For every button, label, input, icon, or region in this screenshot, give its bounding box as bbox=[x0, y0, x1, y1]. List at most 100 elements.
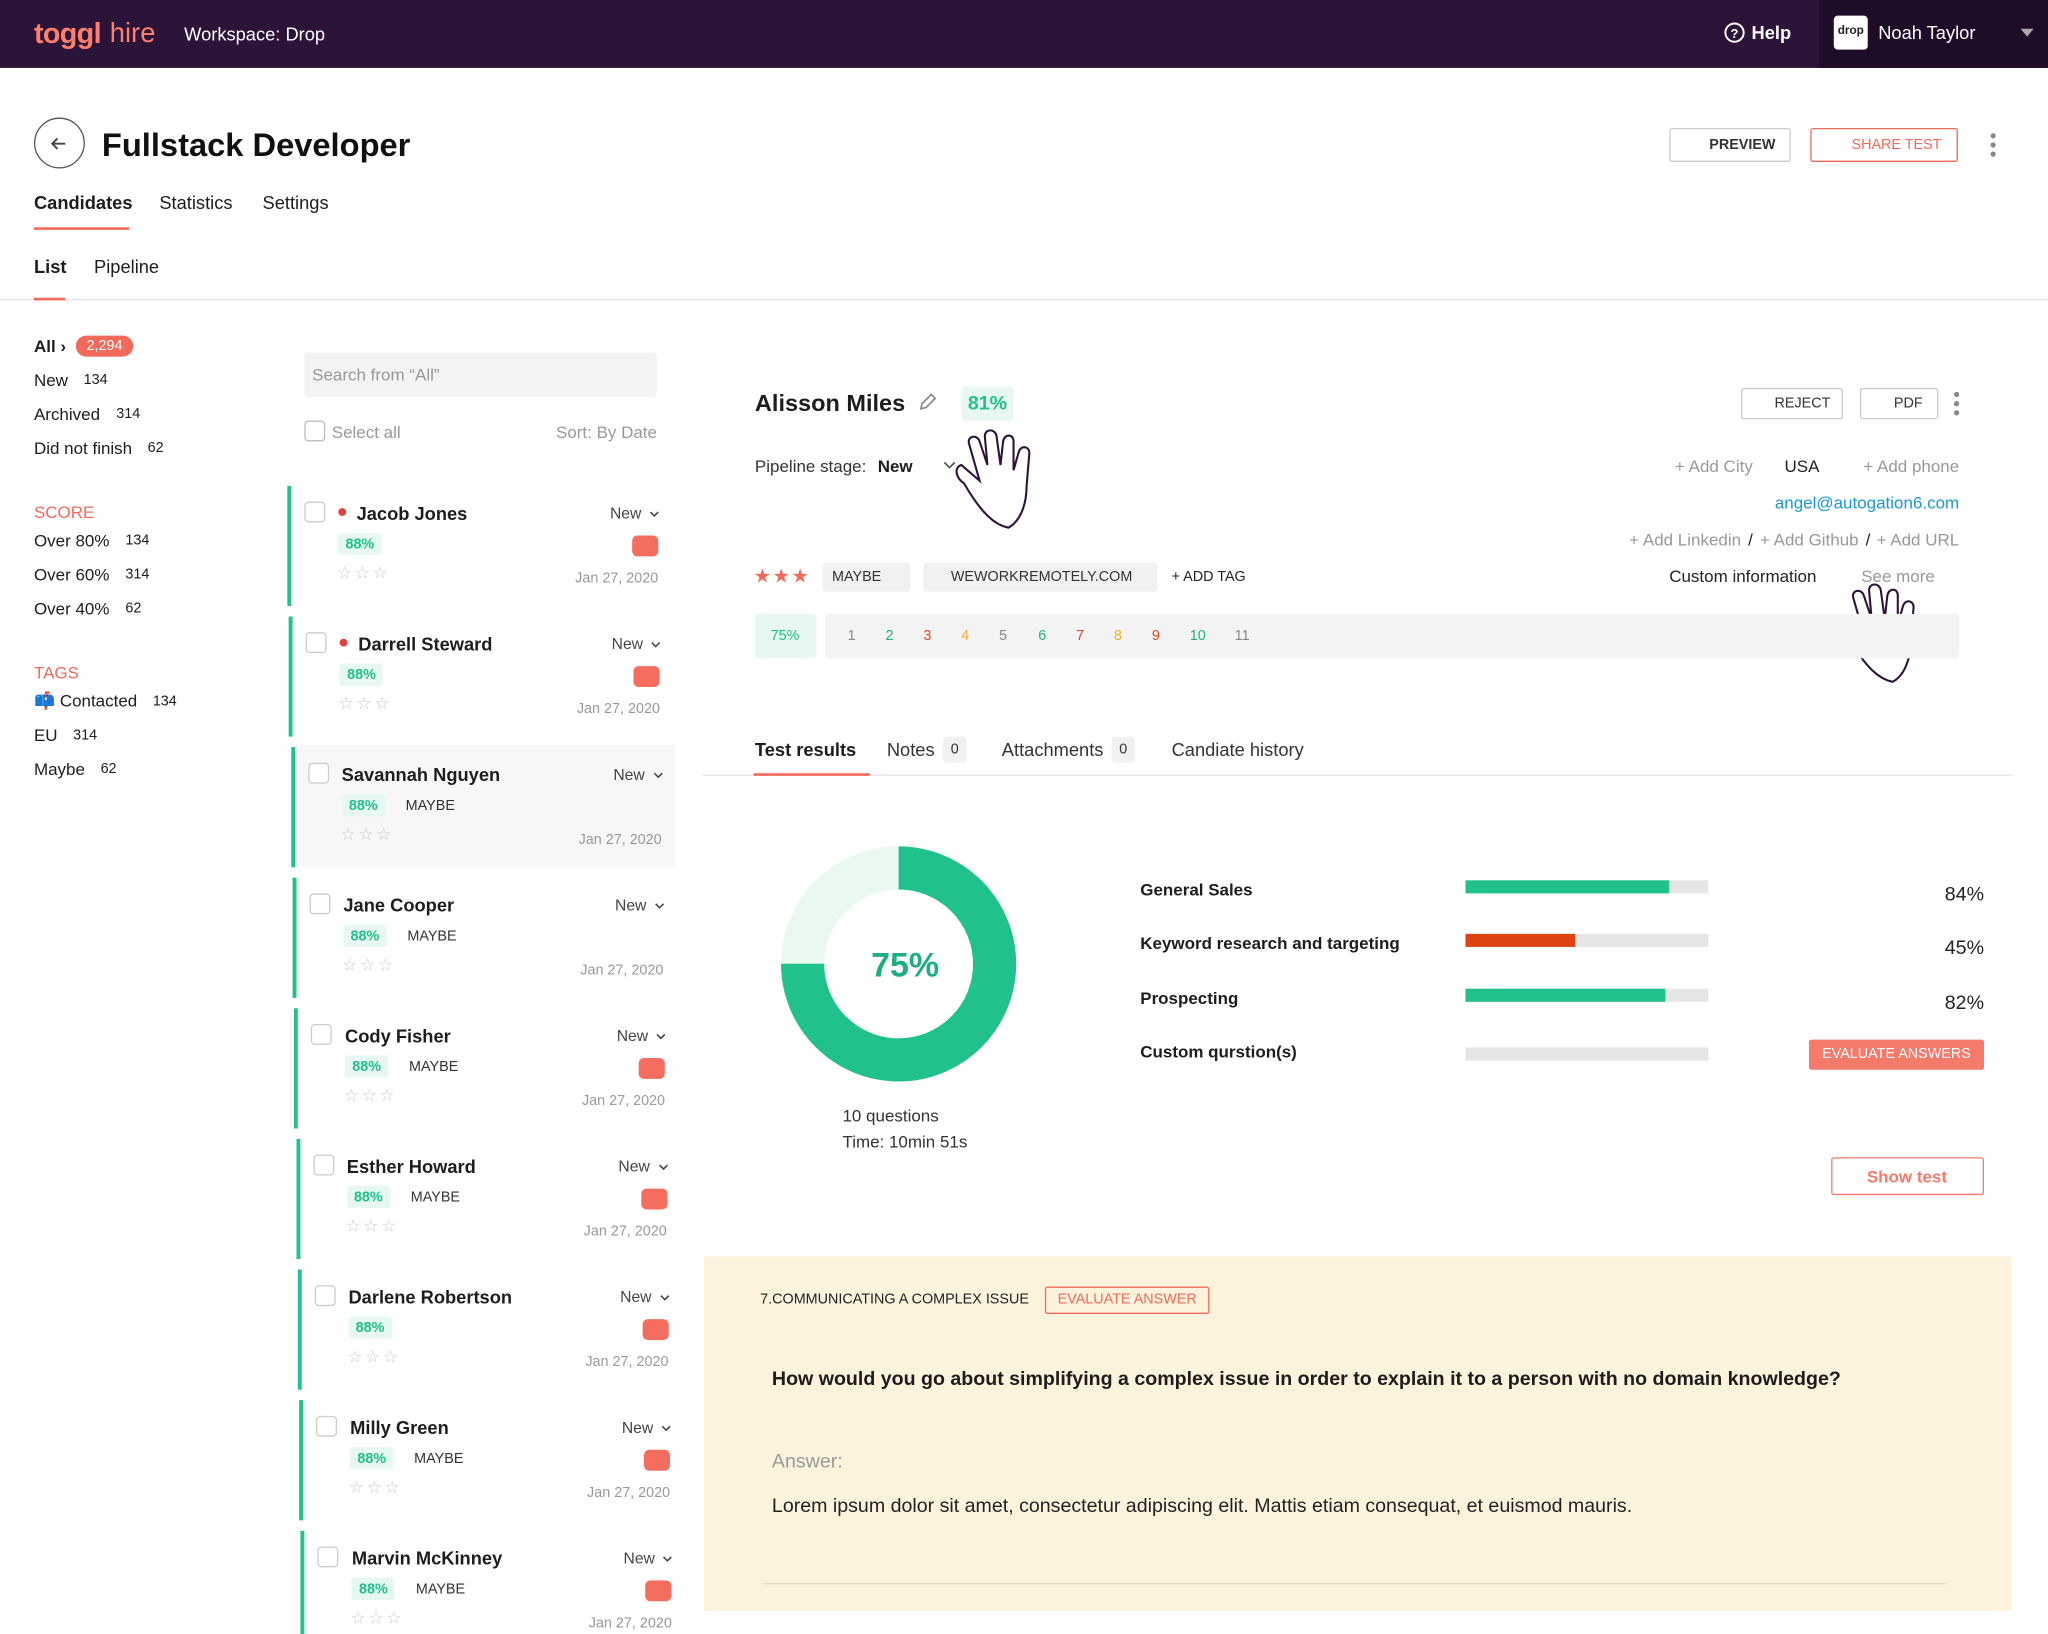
candidate-name[interactable]: Esther Howard bbox=[346, 1155, 476, 1177]
tab[interactable]: Statistics bbox=[159, 191, 233, 213]
status[interactable]: New bbox=[615, 895, 647, 915]
filter-item[interactable]: Archived bbox=[33, 404, 101, 424]
chevron bbox=[660, 1295, 670, 1301]
question-number[interactable]: 1 bbox=[847, 628, 856, 644]
filter-all[interactable]: All › bbox=[33, 336, 67, 356]
candidate-name[interactable]: Cody Fisher bbox=[345, 1025, 451, 1047]
help-link[interactable]: Help bbox=[1751, 22, 1792, 44]
question-number[interactable]: 8 bbox=[1114, 628, 1123, 644]
see-more[interactable]: See more bbox=[1861, 566, 1935, 586]
add-link[interactable]: + Add URL bbox=[1876, 529, 1960, 550]
reject-button[interactable] bbox=[1741, 387, 1843, 420]
edit-icon[interactable] bbox=[918, 393, 937, 411]
candidate-name[interactable]: Milly Green bbox=[350, 1417, 449, 1439]
pdf-button[interactable] bbox=[1859, 387, 1939, 420]
checkbox[interactable] bbox=[304, 420, 326, 442]
question-number[interactable]: 5 bbox=[999, 628, 1008, 644]
checkbox[interactable] bbox=[311, 1023, 332, 1045]
kebab[interactable] bbox=[1951, 391, 1961, 417]
status[interactable]: New bbox=[618, 1157, 650, 1176]
status[interactable]: New bbox=[616, 1026, 649, 1045]
question-number[interactable]: 6 bbox=[1038, 628, 1047, 644]
filter-item[interactable]: Over 60% bbox=[33, 564, 110, 585]
divider bbox=[0, 299, 2048, 301]
preview-button[interactable] bbox=[1669, 127, 1791, 162]
filter-count: 134 bbox=[125, 532, 150, 549]
checkbox[interactable] bbox=[316, 1415, 338, 1437]
pipeline-stage[interactable]: New bbox=[877, 456, 913, 477]
back-button[interactable] bbox=[33, 117, 85, 169]
status[interactable]: New bbox=[613, 765, 645, 784]
question-number[interactable]: 3 bbox=[923, 628, 932, 644]
question-number[interactable]: 2 bbox=[885, 628, 894, 644]
evaluate-button[interactable] bbox=[1808, 1039, 1984, 1070]
detail-tab[interactable]: Candiate history bbox=[1171, 739, 1304, 761]
filter-item[interactable]: EU bbox=[33, 725, 58, 746]
detail-tab[interactable]: Attachments bbox=[1001, 739, 1104, 761]
share-button[interactable] bbox=[1810, 127, 1958, 162]
question-number[interactable]: 4 bbox=[961, 628, 970, 644]
candidate-name[interactable]: Darrell Steward bbox=[358, 633, 493, 655]
checkbox[interactable] bbox=[312, 1154, 334, 1176]
card-accent bbox=[294, 1008, 299, 1129]
status[interactable]: New bbox=[609, 504, 642, 523]
sort[interactable]: Sort: By Date bbox=[555, 422, 657, 443]
candidate-name[interactable]: Jane Cooper bbox=[343, 894, 455, 916]
subtab[interactable]: List bbox=[33, 255, 67, 277]
detail-tab[interactable]: Test results bbox=[754, 739, 857, 761]
question-number[interactable]: 10 bbox=[1189, 628, 1206, 644]
email[interactable]: angel@autogation6.com bbox=[1774, 493, 1960, 513]
checkbox[interactable] bbox=[307, 762, 329, 784]
detail-tab[interactable]: Notes bbox=[886, 739, 935, 761]
status[interactable]: New bbox=[623, 1549, 655, 1568]
question-number[interactable]: 7 bbox=[1076, 628, 1085, 644]
show-test-button[interactable] bbox=[1831, 1157, 1984, 1196]
caret bbox=[2020, 28, 2034, 37]
count: 2,294 bbox=[86, 338, 123, 354]
status[interactable]: New bbox=[620, 1287, 652, 1307]
custom-info[interactable]: Custom information bbox=[1669, 566, 1817, 586]
kebab[interactable] bbox=[1988, 132, 1998, 158]
filter-item[interactable]: Over 80% bbox=[33, 530, 110, 551]
checkbox[interactable] bbox=[309, 893, 331, 915]
checkbox[interactable] bbox=[306, 632, 327, 654]
tag: MAYBE bbox=[407, 928, 457, 945]
evaluate-answer-button[interactable] bbox=[1044, 1286, 1210, 1314]
tab[interactable]: Settings bbox=[262, 191, 329, 213]
doc-icon bbox=[633, 666, 660, 688]
skill-name: General Sales bbox=[1140, 879, 1253, 900]
question-number[interactable]: 11 bbox=[1234, 628, 1250, 644]
add-phone[interactable]: + Add phone bbox=[1863, 456, 1960, 477]
candidate-name[interactable]: Marvin McKinney bbox=[351, 1547, 503, 1569]
date: Jan 27, 2020 bbox=[588, 1615, 672, 1632]
add-link[interactable]: + Add Github bbox=[1759, 529, 1859, 550]
checkbox[interactable] bbox=[304, 501, 326, 523]
checkbox[interactable] bbox=[314, 1285, 336, 1307]
chevron bbox=[649, 511, 659, 518]
add-link[interactable]: + Add Linkedin bbox=[1629, 529, 1742, 550]
filter-item[interactable]: New bbox=[33, 370, 68, 390]
search-box[interactable] bbox=[304, 352, 657, 398]
candidate-name[interactable]: Jacob Jones bbox=[356, 502, 468, 524]
chevron bbox=[661, 1425, 671, 1432]
status[interactable]: New bbox=[611, 634, 643, 654]
add-city[interactable]: + Add City bbox=[1674, 456, 1753, 477]
candidate-name[interactable]: Darlene Robertson bbox=[348, 1286, 513, 1308]
filter-item[interactable]: Maybe bbox=[33, 759, 85, 780]
question-number[interactable]: 9 bbox=[1151, 628, 1160, 644]
status[interactable]: New bbox=[621, 1418, 654, 1437]
filter-item[interactable]: Over 40% bbox=[33, 598, 110, 619]
filter-item[interactable]: 📫 Contacted bbox=[33, 690, 138, 711]
candidate-name[interactable]: Savannah Nguyen bbox=[341, 764, 501, 785]
chevron bbox=[663, 1556, 673, 1562]
filter-count: 134 bbox=[83, 372, 108, 388]
subtab[interactable]: Pipeline bbox=[94, 255, 160, 277]
stars: ☆☆☆ bbox=[343, 1085, 398, 1105]
checkbox[interactable] bbox=[317, 1546, 339, 1568]
add-tag[interactable]: + ADD TAG bbox=[1171, 569, 1246, 586]
workspace[interactable]: Workspace: Drop bbox=[184, 23, 326, 45]
filter-item[interactable]: Did not finish bbox=[33, 438, 133, 458]
button-label: SHARE TEST bbox=[1851, 137, 1942, 153]
user-name[interactable]: Noah Taylor bbox=[1878, 22, 1976, 44]
tab[interactable]: Candidates bbox=[33, 191, 133, 213]
